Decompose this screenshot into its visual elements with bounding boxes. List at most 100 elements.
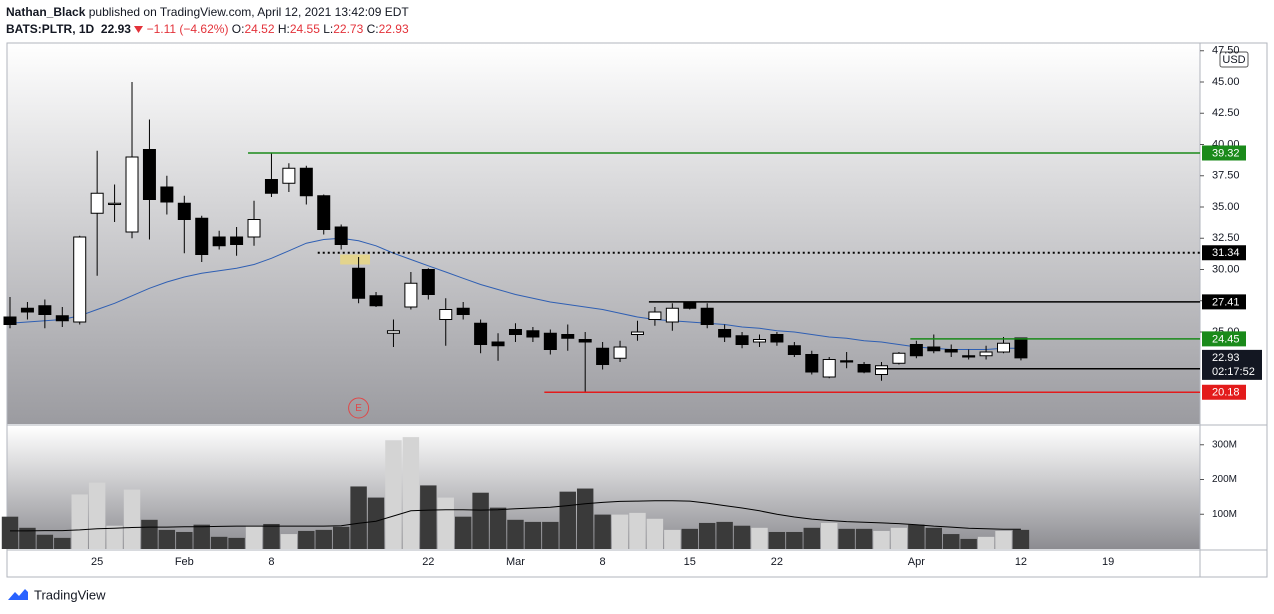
candle-body — [752, 339, 766, 343]
candle-body — [630, 331, 644, 335]
candle-body — [1014, 337, 1028, 359]
candle-body — [927, 346, 941, 352]
x-tick-label: 8 — [600, 556, 606, 568]
volume-bar — [646, 518, 664, 549]
ohlc-key: L: — [323, 22, 334, 36]
last-price: 22.93 — [100, 22, 131, 36]
candle-body — [352, 267, 366, 299]
volume-bar — [472, 492, 489, 549]
ohlc-value: 22.93 — [378, 22, 409, 36]
candle-body — [997, 342, 1011, 353]
volume-bar — [437, 497, 454, 549]
candle-body — [160, 186, 174, 203]
y-tick-label: 42.50 — [1212, 107, 1240, 119]
volume-bar — [559, 491, 576, 549]
header: Nathan_Black published on TradingView.co… — [6, 4, 409, 38]
candle-body — [3, 316, 17, 325]
highlight-box — [340, 254, 371, 265]
level-label: 24.45 — [1212, 333, 1240, 345]
candle-body — [648, 311, 662, 320]
last-price-flag — [1202, 349, 1262, 380]
candle-body — [38, 305, 52, 315]
candle-body — [508, 329, 522, 335]
footer-logo — [8, 589, 28, 600]
candle-body — [962, 355, 976, 358]
candle-body — [944, 349, 958, 353]
volume-bar — [123, 489, 141, 549]
level-label: 31.34 — [1212, 247, 1240, 259]
level-label: 20.18 — [1212, 387, 1240, 399]
x-tick-label: 12 — [1015, 556, 1027, 568]
candle-body — [404, 282, 418, 308]
volume-bar — [141, 519, 158, 549]
symbol-line: BATS:PLTR, 1D 22.93 −1.11 (−4.62%) O:24.… — [6, 21, 409, 38]
earnings-label: E — [355, 403, 362, 414]
ohlc-key: C: — [366, 22, 379, 36]
volume-bar — [298, 530, 315, 549]
y-tick-label: 30.00 — [1212, 263, 1240, 275]
volume-bar — [542, 521, 559, 549]
candle-body — [73, 236, 87, 323]
candle-body — [212, 236, 226, 247]
currency: USD — [1222, 54, 1245, 66]
moving-average — [9, 237, 1021, 350]
candle-body — [718, 329, 732, 338]
volume-bar — [803, 527, 820, 549]
x-tick-label: 22 — [771, 556, 783, 568]
volume-bar — [820, 522, 838, 549]
volume-bar — [54, 537, 71, 549]
volume-bar — [943, 534, 960, 549]
candle-body — [439, 309, 453, 320]
candle-body — [247, 219, 261, 238]
candle-body — [20, 307, 34, 313]
level-flag — [1202, 145, 1246, 161]
candle-body — [561, 334, 575, 339]
level-flag — [1202, 384, 1246, 400]
candle-body — [317, 195, 331, 230]
level-flag — [1202, 294, 1246, 310]
volume-bar — [716, 521, 733, 549]
candle-body — [787, 345, 801, 355]
candle-body — [840, 360, 854, 363]
volume-bar — [698, 522, 716, 549]
volume-bar — [664, 529, 681, 549]
price-pane — [7, 43, 1200, 424]
y-tick-label: 200M — [1212, 474, 1237, 485]
candle-body — [474, 322, 488, 345]
y-tick-label: 45.00 — [1212, 76, 1240, 88]
candle-body — [665, 307, 679, 323]
volume-bar — [263, 523, 280, 549]
volume-bar — [890, 527, 908, 549]
y-tick-label: 37.50 — [1212, 170, 1240, 182]
volume-bar — [402, 437, 420, 549]
candle-body — [177, 202, 191, 220]
x-tick-label: Feb — [175, 556, 194, 568]
volume-bar — [786, 531, 803, 549]
y-tick-label: 35.00 — [1212, 201, 1240, 213]
volume-bar — [838, 528, 855, 549]
candle-body — [421, 269, 435, 295]
candle-body — [735, 335, 749, 345]
volume-bar — [106, 525, 123, 549]
x-tick-label: 19 — [1102, 556, 1114, 568]
x-tick-label: 15 — [684, 556, 696, 568]
volume-bar — [315, 529, 332, 549]
candle-body — [125, 156, 139, 233]
candle-body — [282, 167, 296, 184]
earnings-marker — [348, 397, 370, 419]
x-tick-label: Apr — [908, 556, 925, 568]
volume-average — [10, 500, 1021, 532]
candle-body — [386, 330, 400, 334]
ohlc-key: H: — [277, 22, 290, 36]
volume-bar — [228, 537, 245, 549]
candle-body — [334, 226, 348, 245]
candle-body — [526, 330, 540, 338]
candle-body — [90, 192, 104, 214]
volume-bar — [210, 536, 228, 549]
candle-body — [456, 307, 470, 315]
x-tick-label: 8 — [268, 556, 274, 568]
volume-bar — [1, 516, 19, 549]
candle-body — [596, 347, 610, 365]
publisher: Nathan_Black — [6, 5, 86, 19]
